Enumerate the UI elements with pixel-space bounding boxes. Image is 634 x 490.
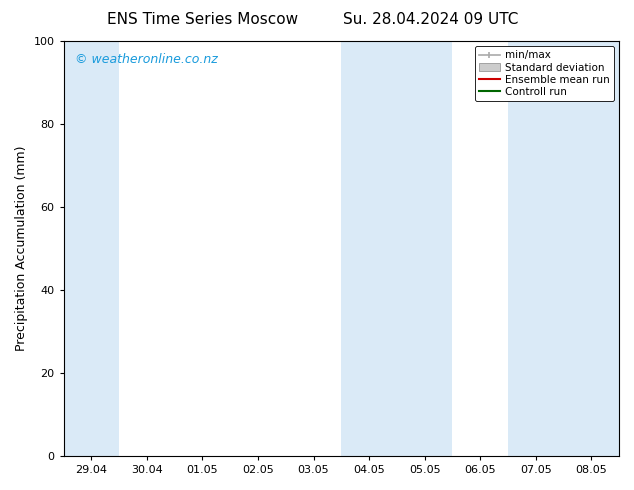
Text: © weatheronline.co.nz: © weatheronline.co.nz <box>75 53 217 67</box>
Text: Su. 28.04.2024 09 UTC: Su. 28.04.2024 09 UTC <box>344 12 519 27</box>
Y-axis label: Precipitation Accumulation (mm): Precipitation Accumulation (mm) <box>15 146 28 351</box>
Text: ENS Time Series Moscow: ENS Time Series Moscow <box>107 12 299 27</box>
Bar <box>63 41 119 456</box>
Bar <box>341 41 453 456</box>
Bar <box>508 41 619 456</box>
Legend: min/max, Standard deviation, Ensemble mean run, Controll run: min/max, Standard deviation, Ensemble me… <box>475 46 614 101</box>
